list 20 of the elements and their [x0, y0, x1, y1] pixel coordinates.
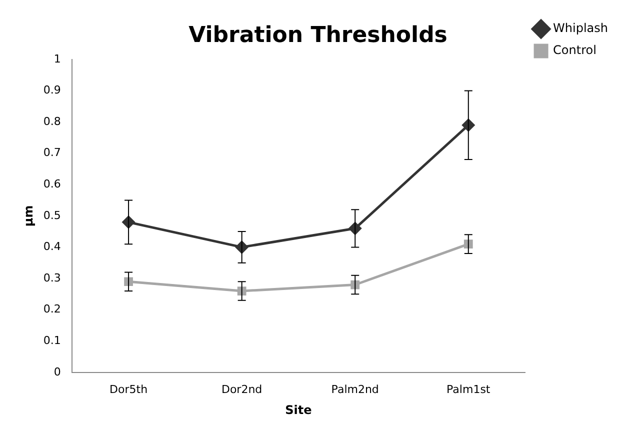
y-tick-label: 0.9 [43, 84, 61, 97]
y-tick-label: 1 [54, 52, 61, 66]
chart-title: Vibration Thresholds [188, 22, 448, 48]
x-tick-label: Palm1st [446, 382, 491, 396]
y-tick-label: 0.5 [43, 208, 61, 222]
y-tick-label: 0 [54, 365, 61, 378]
x-axis-title: Site [285, 402, 312, 417]
y-tick-label: 0.7 [43, 146, 61, 160]
y-tick-label: 0.2 [43, 302, 61, 316]
x-tick-label: Dor5th [110, 382, 148, 396]
x-tick-label: Palm2nd [331, 382, 379, 396]
y-axis-title: μm [21, 205, 36, 227]
legend-label: Whiplash [553, 21, 608, 36]
y-tick-label: 0.8 [43, 114, 61, 128]
legend-label: Control [553, 43, 596, 58]
y-tick-label: 0.4 [43, 240, 61, 254]
x-tick-label: Dor2nd [221, 382, 262, 396]
y-tick-label: 0.6 [43, 177, 61, 190]
y-tick-label: 0.1 [43, 334, 61, 347]
y-tick-label: 0.3 [43, 271, 61, 284]
